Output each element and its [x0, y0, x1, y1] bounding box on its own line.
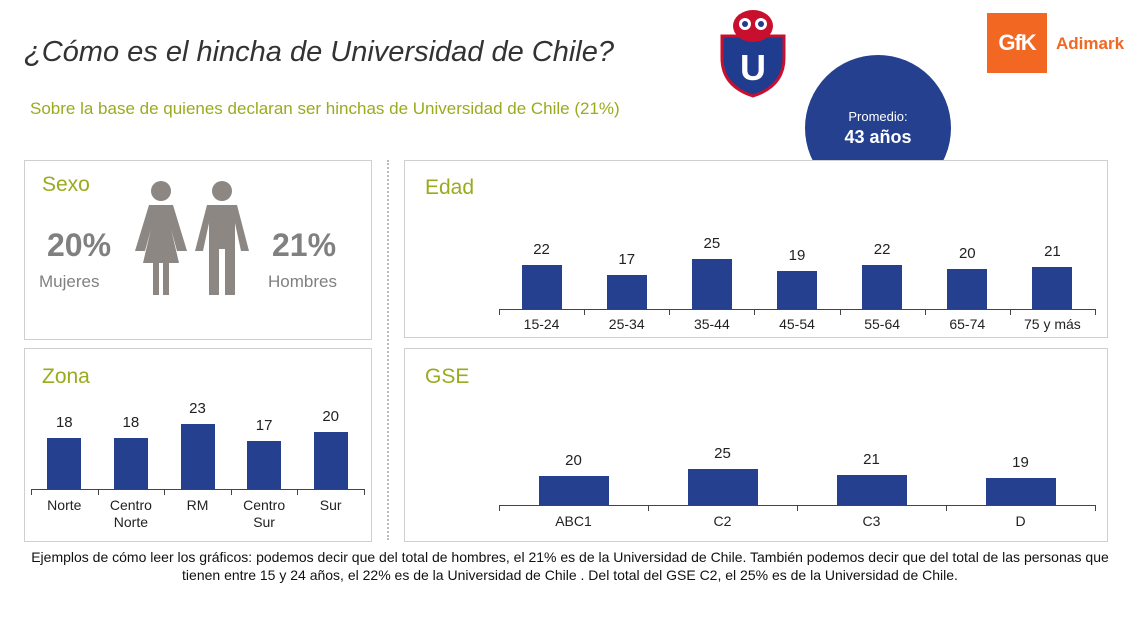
bar-value-label: 25	[703, 235, 721, 252]
bar-value-label: 22	[533, 241, 550, 258]
promedio-label: Promedio:	[848, 109, 908, 124]
bar	[538, 476, 609, 505]
category-label: 55-64	[864, 316, 901, 332]
x-axis-tick	[499, 505, 500, 511]
x-axis-tick	[839, 309, 841, 315]
x-axis-line	[499, 309, 1095, 310]
category-label: 35-44	[693, 316, 730, 332]
category-label: Centro Sur	[243, 497, 286, 530]
gse-title: GSE	[425, 365, 470, 388]
bar-value-label: 22	[873, 241, 891, 258]
sexo-panel: Sexo 20% Mujeres 21% Hombres	[24, 160, 372, 340]
bar-value-label: 20	[958, 245, 976, 262]
category-label: D	[1015, 513, 1026, 529]
footer-note: Ejemplos de cómo leer los gráficos: pode…	[31, 549, 1109, 583]
x-axis-tick	[1095, 309, 1096, 315]
x-axis-tick	[797, 505, 798, 511]
bar	[606, 275, 647, 309]
x-axis-tick	[364, 489, 365, 495]
bar-value-label: 19	[788, 247, 806, 264]
zona-title: Zona	[42, 365, 90, 388]
bar-value-label: 17	[618, 251, 636, 268]
x-axis-tick	[297, 489, 299, 495]
category-label: 45-54	[779, 316, 815, 332]
x-axis-tick	[1095, 505, 1096, 511]
x-axis-tick	[230, 489, 232, 495]
category-label: 65-74	[949, 316, 986, 332]
bar-value-label: 19	[1012, 453, 1029, 471]
bar	[113, 438, 148, 489]
x-axis-tick	[584, 309, 586, 315]
category-label: Norte	[47, 497, 82, 513]
bar	[521, 265, 562, 309]
bar	[862, 265, 903, 309]
category-label: C3	[862, 513, 881, 529]
category-label: ABC1	[555, 513, 592, 529]
gse-panel: GSE 20 ABC1 25 C2 21 C3 19 D	[404, 348, 1108, 542]
club-logo-letter: U	[740, 47, 766, 88]
bar	[836, 474, 907, 505]
men-percent: 21%	[272, 227, 337, 263]
zona-panel: Zona 18 Norte 18 Centro Norte 23 RM 17 Centro S…	[24, 348, 372, 542]
category-label: 75 y más	[1024, 316, 1081, 332]
bar	[1032, 267, 1073, 309]
adimark-logo: Adimark	[1056, 34, 1125, 53]
promedio-value: 43 años	[844, 127, 912, 147]
bar	[47, 438, 82, 489]
bar-value-label: 20	[565, 452, 582, 470]
x-axis-tick	[31, 489, 32, 495]
women-percent: 20%	[47, 227, 112, 263]
bar-value-label: 18	[55, 414, 73, 432]
x-axis-tick	[669, 309, 671, 315]
x-axis-tick	[754, 309, 756, 315]
bar	[687, 469, 758, 505]
x-axis-tick	[1009, 309, 1011, 315]
bar	[777, 271, 817, 309]
category-label: 25-34	[608, 316, 645, 332]
bar	[313, 432, 348, 489]
x-axis-tick	[946, 505, 947, 511]
page-title: ¿Cómo es el hincha de Universidad de Chi…	[24, 36, 614, 68]
man-icon	[195, 181, 249, 295]
bar	[947, 269, 988, 309]
bar-value-label: 25	[714, 445, 731, 462]
x-axis-tick	[924, 309, 926, 315]
bar-value-label: 17	[255, 416, 273, 434]
x-axis-tick	[648, 505, 649, 511]
women-label: Mujeres	[39, 272, 100, 291]
edad-panel: Edad 22 15-24 17 25-34 25 35-44 19 45-54 22 55-64…	[404, 160, 1108, 338]
men-label: Hombres	[268, 272, 337, 291]
sexo-title: Sexo	[42, 173, 90, 196]
bar	[247, 440, 282, 489]
bar-value-label: 20	[322, 408, 340, 426]
category-label: 15-24	[523, 316, 560, 332]
bar-value-label: 21	[1044, 243, 1061, 260]
gfk-logo: GfK	[987, 13, 1047, 73]
club-crest-logo: U	[718, 6, 788, 98]
bar-value-label: 18	[122, 414, 140, 432]
category-label: RM	[186, 497, 209, 513]
category-label: Centro Norte	[109, 497, 152, 530]
edad-title: Edad	[425, 176, 475, 199]
panel-divider	[387, 160, 389, 540]
bar	[691, 259, 732, 309]
x-axis-tick	[164, 489, 166, 495]
woman-icon	[135, 181, 187, 295]
bar-value-label: 23	[189, 399, 206, 417]
x-axis-tick	[97, 489, 99, 495]
bar-value-label: 21	[863, 450, 880, 468]
category-label: C2	[713, 513, 732, 529]
bar	[985, 477, 1056, 505]
bar	[180, 423, 215, 489]
x-axis-tick	[499, 309, 500, 315]
x-axis-line	[31, 489, 364, 490]
category-label: Sur	[319, 497, 342, 513]
page-subtitle: Sobre la base de quienes declaran ser hi…	[30, 99, 620, 118]
